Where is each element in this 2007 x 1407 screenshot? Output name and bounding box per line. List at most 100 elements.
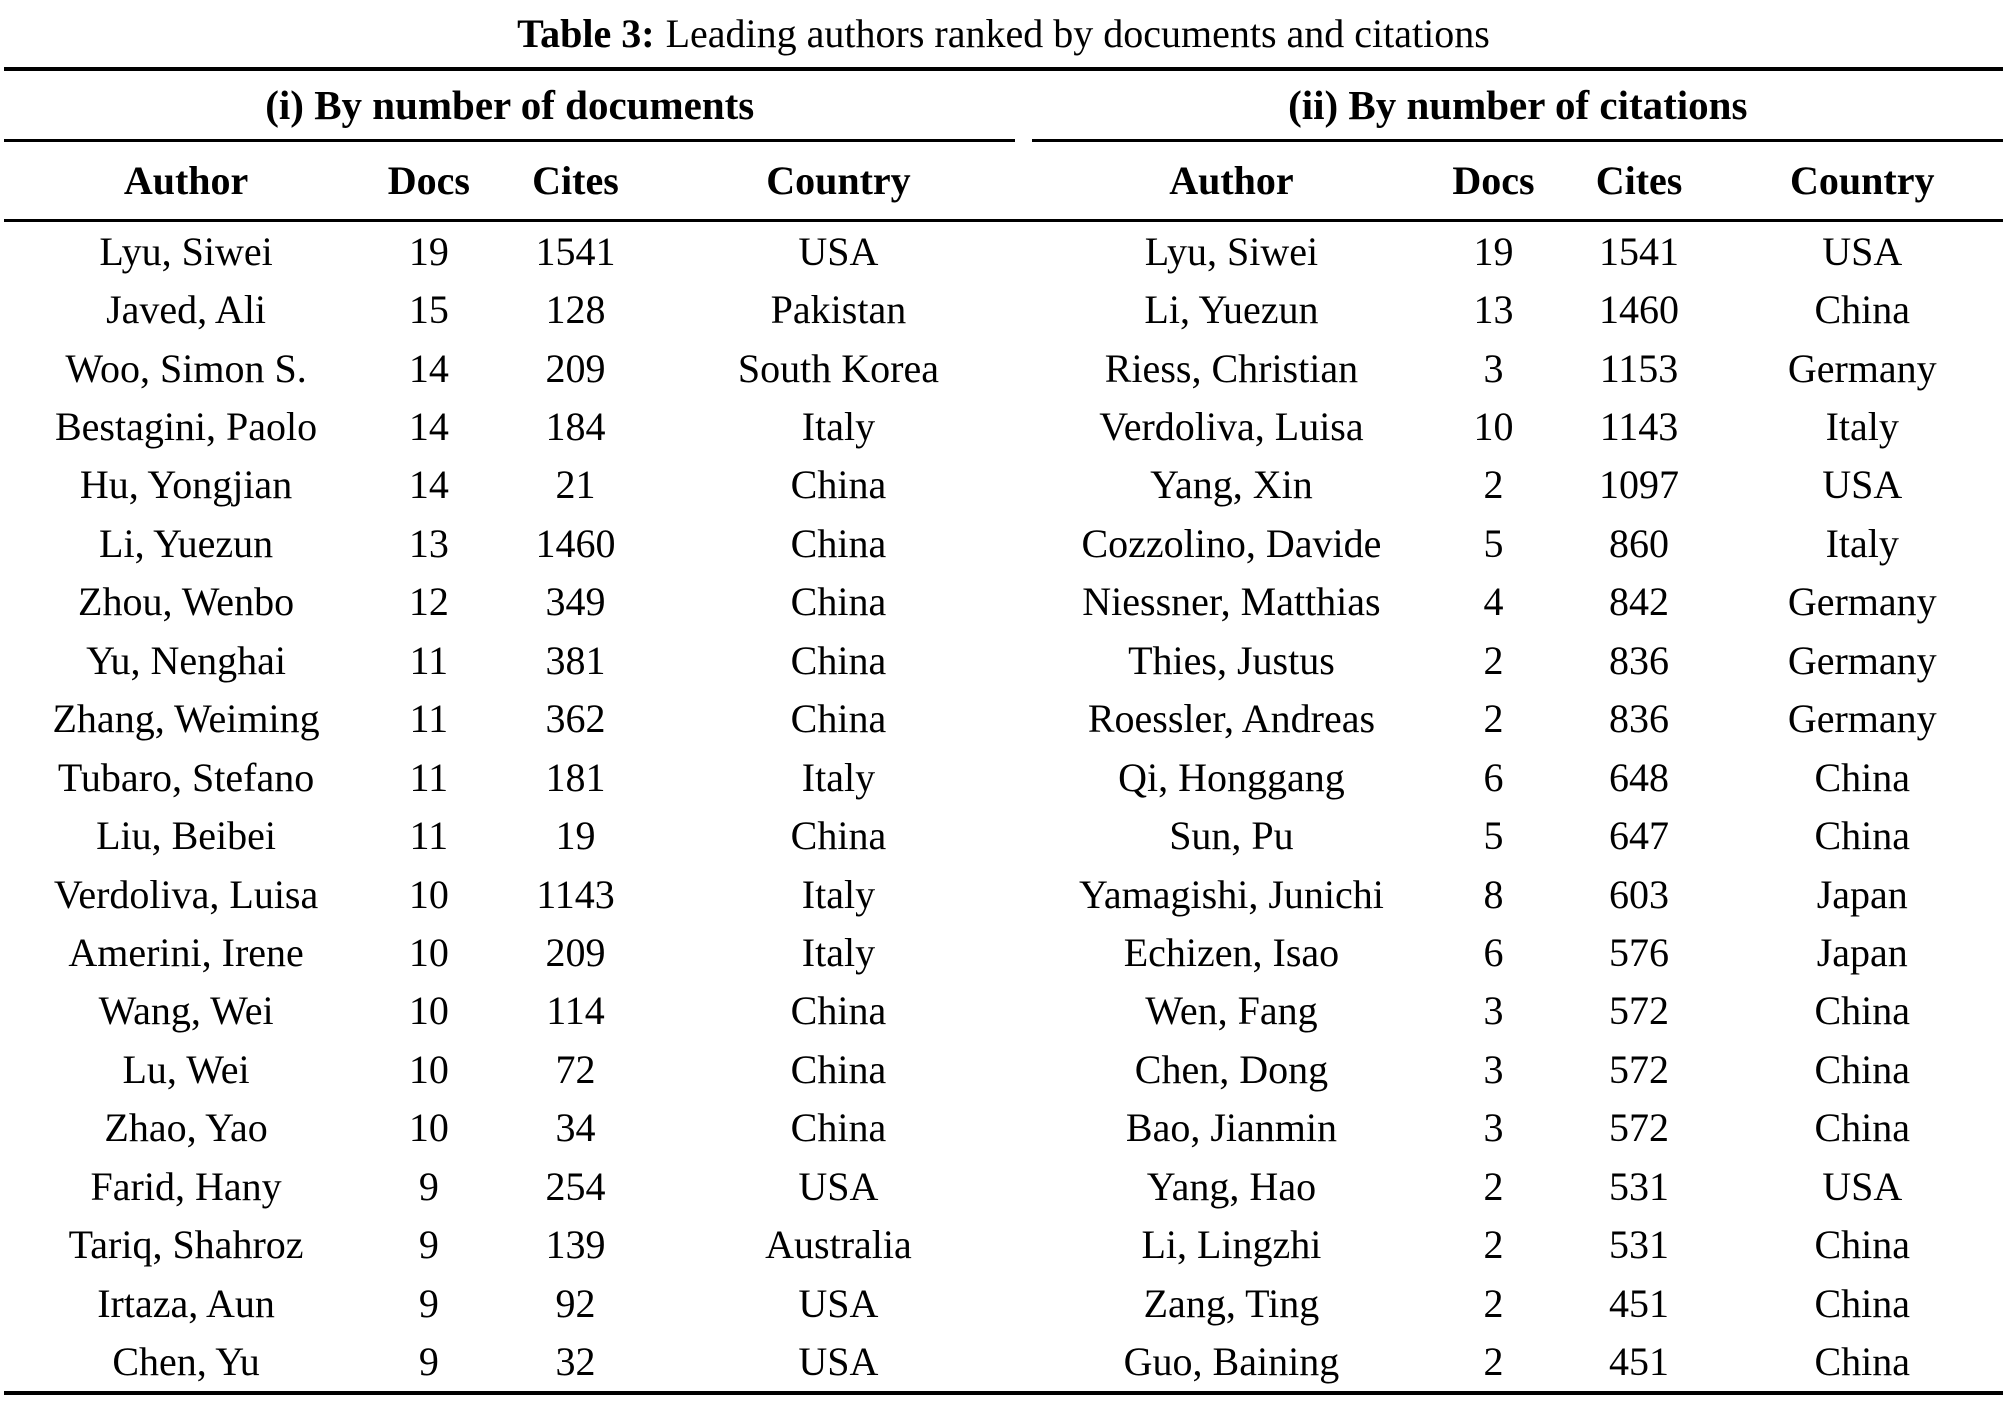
table-row-panel: Qi, Honggang 6 648 China: [1032, 748, 2003, 806]
docs-cell: 3: [1483, 1046, 1504, 1092]
table-row-panel: Hu, Yongjian 14 21 China: [4, 456, 1015, 514]
country-cell: China: [1814, 813, 1911, 859]
panel-gap: [1015, 982, 1032, 1040]
docs-cell: 11: [409, 813, 449, 859]
table-row: Lu, Wei 10 72 China Chen, Dong 3 572 China: [4, 1040, 2003, 1098]
table-body: Lyu, Siwei 19 1541 USA Lyu, Siwei 19 1541 USA Ja…: [4, 222, 2003, 1391]
author-cell: Tariq, Shahroz: [68, 1222, 304, 1268]
panel-gap: [1015, 573, 1032, 631]
country-cell: China: [790, 813, 887, 859]
table-row-panel: Chen, Yu 9 32 USA: [4, 1332, 1015, 1390]
author-cell: Bestagini, Paolo: [54, 404, 318, 450]
country-cell: China: [1814, 988, 1911, 1034]
country-cell: China: [1814, 754, 1911, 800]
table-row-panel: Liu, Beibei 11 19 China: [4, 806, 1015, 864]
column-header-country: Country: [766, 158, 911, 203]
column-header-group: Author Docs Cites Country: [1032, 142, 2003, 219]
panel-gap: [1015, 339, 1032, 397]
author-cell: Woo, Simon S.: [65, 345, 307, 391]
country-cell: USA: [798, 1339, 879, 1385]
panel-heading-citations: (ii) By number of citations: [1032, 71, 2003, 142]
column-header-cites: Cites: [532, 158, 619, 203]
panel-gap: [1015, 1215, 1032, 1273]
table-row-panel: Guo, Baining 2 451 China: [1032, 1332, 2003, 1390]
table-row-panel: Wang, Wei 10 114 China: [4, 982, 1015, 1040]
docs-cell: 9: [418, 1339, 439, 1385]
country-cell: USA: [1822, 462, 1903, 508]
docs-cell: 14: [408, 462, 449, 508]
author-cell: Zhou, Wenbo: [78, 579, 295, 625]
table-row-panel: Li, Lingzhi 2 531 China: [1032, 1215, 2003, 1273]
docs-cell: 10: [408, 988, 449, 1034]
cites-cell: 139: [545, 1222, 606, 1268]
cites-cell: 1143: [536, 871, 615, 917]
docs-cell: 2: [1483, 637, 1504, 683]
country-cell: South Korea: [737, 345, 939, 391]
docs-cell: 14: [408, 404, 449, 450]
author-cell: Lu, Wei: [122, 1046, 250, 1092]
panel-gap: [1015, 456, 1032, 514]
country-cell: China: [1814, 1280, 1911, 1326]
cites-cell: 19: [555, 813, 596, 859]
country-cell: China: [1814, 287, 1911, 333]
table-row: Liu, Beibei 11 19 China Sun, Pu 5 647 China: [4, 806, 2003, 864]
country-cell: China: [790, 988, 887, 1034]
country-cell: Pakistan: [770, 287, 907, 333]
table-row-panel: Wen, Fang 3 572 China: [1032, 982, 2003, 1040]
table-row: Amerini, Irene 10 209 Italy Echizen, Isao 6 57…: [4, 923, 2003, 981]
leading-authors-table: (i) By number of documents (ii) By numbe…: [4, 67, 2003, 1395]
cites-cell: 381: [545, 637, 606, 683]
docs-cell: 10: [408, 1105, 449, 1151]
table-row-panel: Lyu, Siwei 19 1541 USA: [4, 222, 1015, 280]
country-cell: China: [790, 1105, 887, 1151]
country-cell: Italy: [1825, 520, 1899, 566]
docs-cell: 3: [1483, 1105, 1504, 1151]
table-row: Lyu, Siwei 19 1541 USA Lyu, Siwei 19 1541 USA: [4, 222, 2003, 280]
author-cell: Liu, Beibei: [96, 813, 277, 859]
panel-gap: [1015, 142, 1032, 219]
cites-cell: 836: [1609, 696, 1670, 742]
panel-gap: [1015, 923, 1032, 981]
table-row-panel: Echizen, Isao 6 576 Japan: [1032, 923, 2003, 981]
country-cell: Italy: [801, 871, 876, 917]
panel-gap: [1015, 690, 1032, 748]
table-row-panel: Bao, Jianmin 3 572 China: [1032, 1099, 2003, 1157]
table-row: Wang, Wei 10 114 China Wen, Fang 3 572 China: [4, 982, 2003, 1040]
cites-cell: 21: [555, 462, 596, 508]
cites-cell: 209: [545, 345, 606, 391]
docs-cell: 2: [1483, 1339, 1504, 1385]
country-cell: China: [790, 696, 887, 742]
table-row-panel: Cozzolino, Davide 5 860 Italy: [1032, 514, 2003, 572]
docs-cell: 3: [1483, 345, 1504, 391]
author-cell: Li, Yuezun: [1144, 287, 1319, 333]
country-cell: Germany: [1787, 345, 1937, 391]
author-cell: Hu, Yongjian: [79, 462, 293, 508]
author-cell: Amerini, Irene: [68, 929, 304, 975]
country-cell: Japan: [1816, 929, 1908, 975]
table-row-panel: Niessner, Matthias 4 842 Germany: [1032, 573, 2003, 631]
author-cell: Bao, Jianmin: [1125, 1105, 1337, 1151]
country-cell: China: [790, 462, 887, 508]
table-row: Tubaro, Stefano 11 181 Italy Qi, Honggang 6 64…: [4, 748, 2003, 806]
cites-cell: 32: [555, 1339, 596, 1385]
table-row-panel: Li, Yuezun 13 1460 China: [1032, 280, 2003, 338]
country-cell: Germany: [1787, 579, 1937, 625]
table-caption-text: Leading authors ranked by documents and …: [665, 11, 1490, 56]
panel-gap: [1015, 71, 1032, 142]
table-row-panel: Lu, Wei 10 72 China: [4, 1040, 1015, 1098]
author-cell: Thies, Justus: [1128, 637, 1335, 683]
docs-cell: 6: [1483, 929, 1504, 975]
cites-cell: 1143: [1599, 404, 1679, 450]
author-cell: Verdoliva, Luisa: [53, 871, 319, 917]
cites-cell: 92: [555, 1280, 596, 1326]
docs-cell: 13: [1473, 287, 1514, 333]
table-row-panel: Farid, Hany 9 254 USA: [4, 1157, 1015, 1215]
cites-cell: 128: [545, 287, 606, 333]
docs-cell: 11: [409, 637, 449, 683]
column-header-author: Author: [123, 158, 249, 203]
cites-cell: 531: [1609, 1163, 1670, 1209]
column-header-docs: Docs: [387, 158, 470, 203]
table-row-panel: Roessler, Andreas 2 836 Germany: [1032, 690, 2003, 748]
panel-gap: [1015, 514, 1032, 572]
